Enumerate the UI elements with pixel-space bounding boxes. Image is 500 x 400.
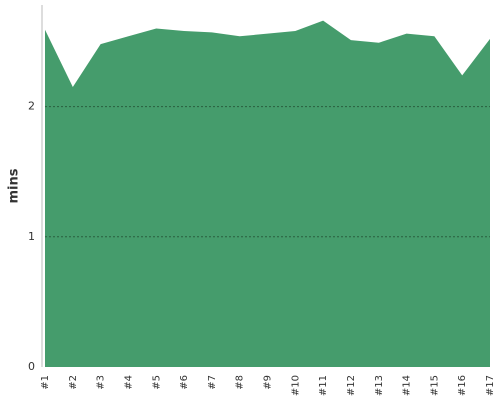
y-tick-label: 1	[28, 230, 35, 243]
x-tick-label: #5	[151, 375, 162, 390]
x-tick-label: #13	[374, 375, 385, 396]
x-tick-label: #7	[207, 375, 218, 390]
x-tick-label: #9	[263, 375, 274, 390]
x-tick-label: #12	[346, 375, 357, 396]
x-tick-label: #17	[485, 375, 496, 396]
y-tick-label: 2	[28, 100, 35, 113]
x-tick-label: #3	[96, 375, 107, 390]
x-tick-label: #15	[429, 375, 440, 396]
x-tick-label: #1	[40, 375, 51, 390]
x-tick-label: #10	[290, 375, 301, 396]
y-tick-label: 0	[28, 360, 35, 373]
x-tick-label: #11	[318, 375, 329, 396]
y-axis-label: mins	[7, 168, 22, 203]
area	[45, 20, 490, 368]
x-tick-label: #2	[68, 375, 79, 390]
x-tick-label: #8	[235, 375, 246, 390]
x-tick-label: #4	[123, 375, 134, 390]
x-tick-label: #16	[457, 375, 468, 396]
x-tick-label: #6	[179, 375, 190, 390]
x-tick-label: #14	[402, 375, 413, 396]
